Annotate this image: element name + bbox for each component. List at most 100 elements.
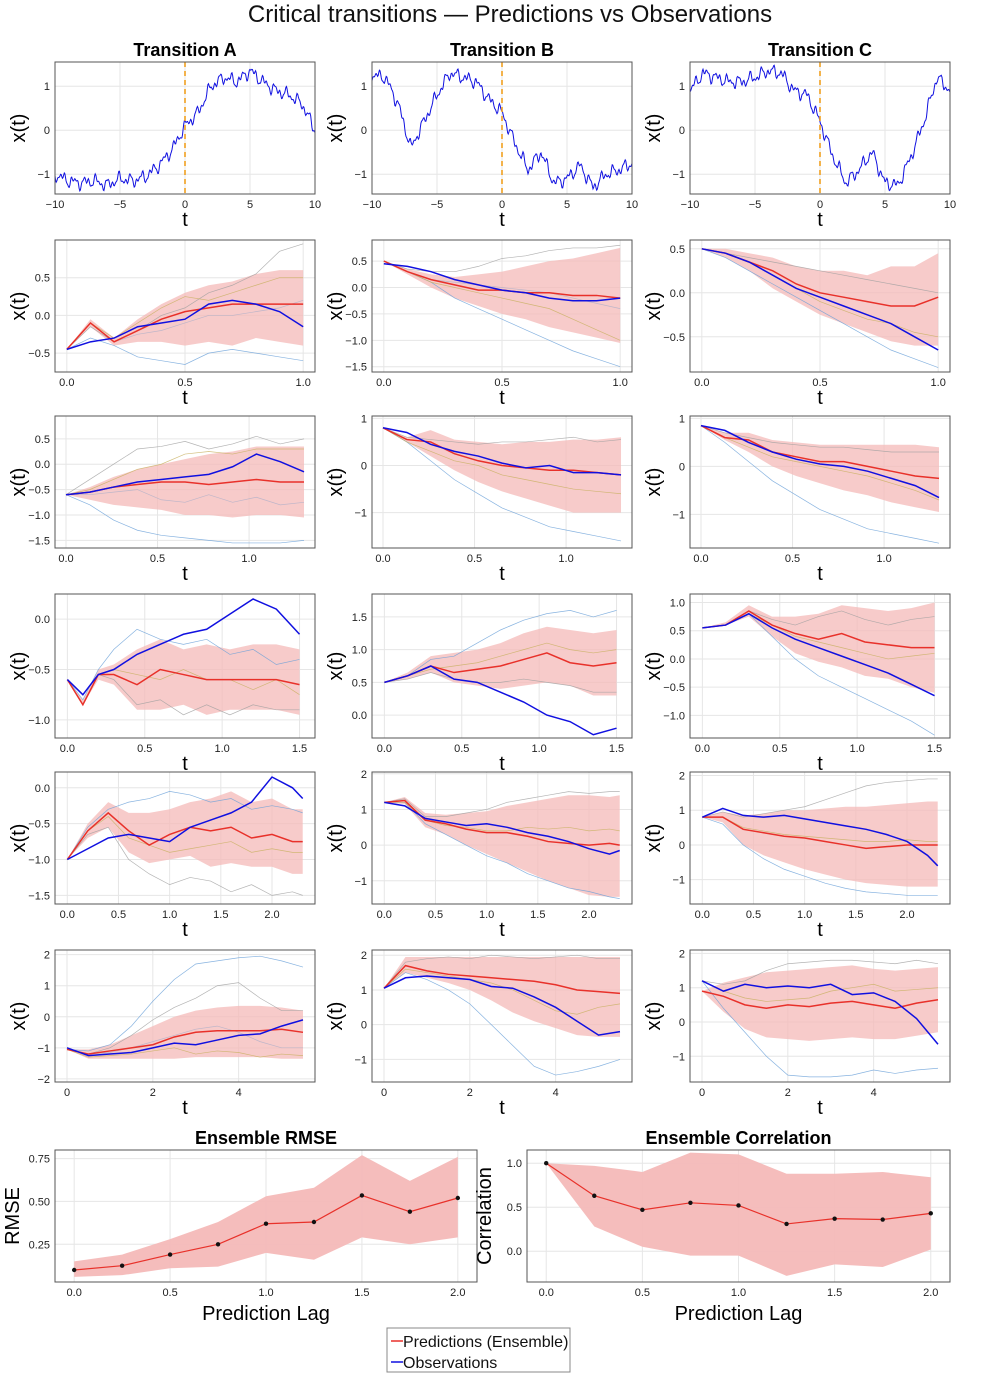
ensemble-member [384,642,617,683]
observation-series [382,427,622,476]
x-tick-label: 1.0 [931,377,946,389]
ensemble-member [702,778,938,818]
y-tick-label: 0.5 [352,256,367,268]
y-tick-label: 0 [361,461,367,473]
y-tick-label: 1.0 [352,645,367,657]
x-tick-label: 0.5 [162,1287,177,1299]
y-tick-label: −1.0 [28,510,50,522]
x-tick-label: 0.5 [137,743,152,755]
plot-body [700,424,940,544]
metric-point [215,1242,221,1247]
y-tick-label: −1 [672,169,685,181]
y-tick-label: 0.5 [35,434,50,446]
x-tick-label: 0.5 [454,743,469,755]
plot-body [65,435,305,544]
x-axis-label: t [182,919,188,941]
y-tick-label: −1 [354,508,367,520]
y-tick-label: 0.0 [35,614,50,626]
observation-series [701,248,939,351]
x-tick-label: 1.0 [531,743,546,755]
x-tick-label: 1.5 [354,1287,369,1299]
subplot-B-1: 0.0 0.5 1.0−1.5−1.0−0.50.00.5tx(t) [325,239,633,409]
x-tick-label: 1.5 [213,909,228,921]
x-tick-label: 0 [817,199,823,211]
y-tick-label: 0.0 [670,288,685,300]
prediction-series [66,1028,304,1055]
ensemble-member [66,277,304,350]
x-tick-label: 10 [944,199,956,211]
metric-point [359,1193,365,1198]
plot-frame [689,239,951,373]
ensemble-member [66,243,304,350]
plot-body [544,1152,933,1276]
y-tick-label: 0 [679,1017,685,1029]
subplot-A-5: 0 2 4 −2 −1 0 1 2 t x(t) [8,949,316,1119]
plot-frame [54,415,316,549]
x-tick-label: −10 [46,199,65,211]
ensemble-member [384,801,620,899]
x-tick-label: 0.0 [375,553,390,565]
plot-frame [689,61,951,195]
ensemble-band [384,795,620,897]
y-tick-label: −0.5 [28,665,50,677]
x-tick-label: 0 [64,1087,70,1099]
plot-body [702,602,935,736]
x-tick-label: 2.0 [899,909,914,921]
x-tick-label: 0 [381,1087,387,1099]
plot-frame [371,239,633,373]
y-tick-label: −1 [354,876,367,888]
spread-band [74,1155,458,1277]
prediction-series [702,816,938,850]
y-tick-label: 1 [361,81,367,93]
subplot-C-3: 0.0 0.5 1.0 1.5 −1.0 −0.5 0.0 0.5 1.0 t x(t) [643,593,951,775]
y-tick-label: 2 [361,769,367,781]
y-axis-label: x(t) [325,114,347,143]
ensemble-member [65,448,305,496]
subplot-A-2: 0.0 0.5 1.0 −1.5 −1.0 −0.5 0.0 0.5 t x(t) [8,415,316,585]
x-tick-label: 0.0 [60,909,75,921]
x-tick-label: 1.5 [292,743,307,755]
x-tick-label: 0.5 [785,553,800,565]
ensemble-member [382,427,622,445]
y-tick-label: 1 [679,983,685,995]
x-axis-label: t [182,563,188,585]
plot-body [382,427,622,542]
y-tick-label: 0.50 [29,1196,50,1208]
y-axis-label: x(t) [643,652,665,681]
subplot-rmse: 0.0 0.5 1.0 1.5 2.0 0.25 0.50 0.75 Prediction La… [2,1128,478,1325]
x-tick-label: −10 [363,199,382,211]
x-tick-label: 0.5 [150,553,165,565]
y-axis-label: x(t) [325,468,347,497]
observation-series [66,1019,304,1057]
x-tick-label: 2.0 [581,909,596,921]
y-tick-label: 0.0 [35,783,50,795]
x-tick-label: 0.0 [67,1287,82,1299]
ensemble-member [67,628,300,701]
y-tick-label: 0 [679,840,685,852]
ensemble-member [66,955,304,1052]
subplot-B-4: 0.0 0.5 1.0 1.5 2.0 −1 0 1 2 t x(t) [325,769,633,941]
ensemble-member [702,816,938,896]
x-axis-label: t [499,563,505,585]
ensemble-member [66,1047,304,1058]
y-axis-label: x(t) [325,292,347,321]
ensemble-member [382,427,622,542]
spread-band [546,1152,931,1276]
y-tick-label: −0.5 [28,348,50,360]
ensemble-member [382,427,622,495]
y-tick-label: −0.5 [28,819,50,831]
plot-frame [526,1149,951,1283]
y-tick-label: 0 [361,840,367,852]
subplot-C-5: 0 2 4 −1 0 1 2 t x(t) [643,948,951,1119]
y-tick-label: −1.0 [28,855,50,867]
x-tick-label: 0.5 [177,377,192,389]
legend-frame [386,1327,571,1373]
plot-frame [54,949,316,1083]
ensemble-member [383,244,621,273]
x-tick-label: 0.0 [693,553,708,565]
observation-series [701,807,939,867]
x-tick-label: 0.5 [428,909,443,921]
y-tick-label: −1.0 [663,710,685,722]
x-tick-label: 0.0 [539,1287,554,1299]
ensemble-band [67,639,300,715]
